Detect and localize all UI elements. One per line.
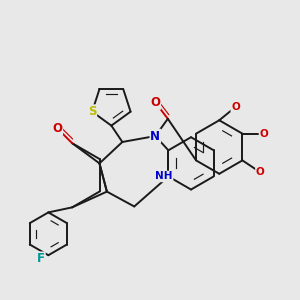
Text: O: O [150,96,160,109]
Text: S: S [88,105,96,118]
Text: O: O [256,167,265,177]
Text: O: O [231,102,240,112]
Text: O: O [52,122,62,135]
Text: NH: NH [155,172,173,182]
Text: O: O [260,129,268,139]
Text: N: N [150,130,160,142]
Text: F: F [37,252,45,265]
